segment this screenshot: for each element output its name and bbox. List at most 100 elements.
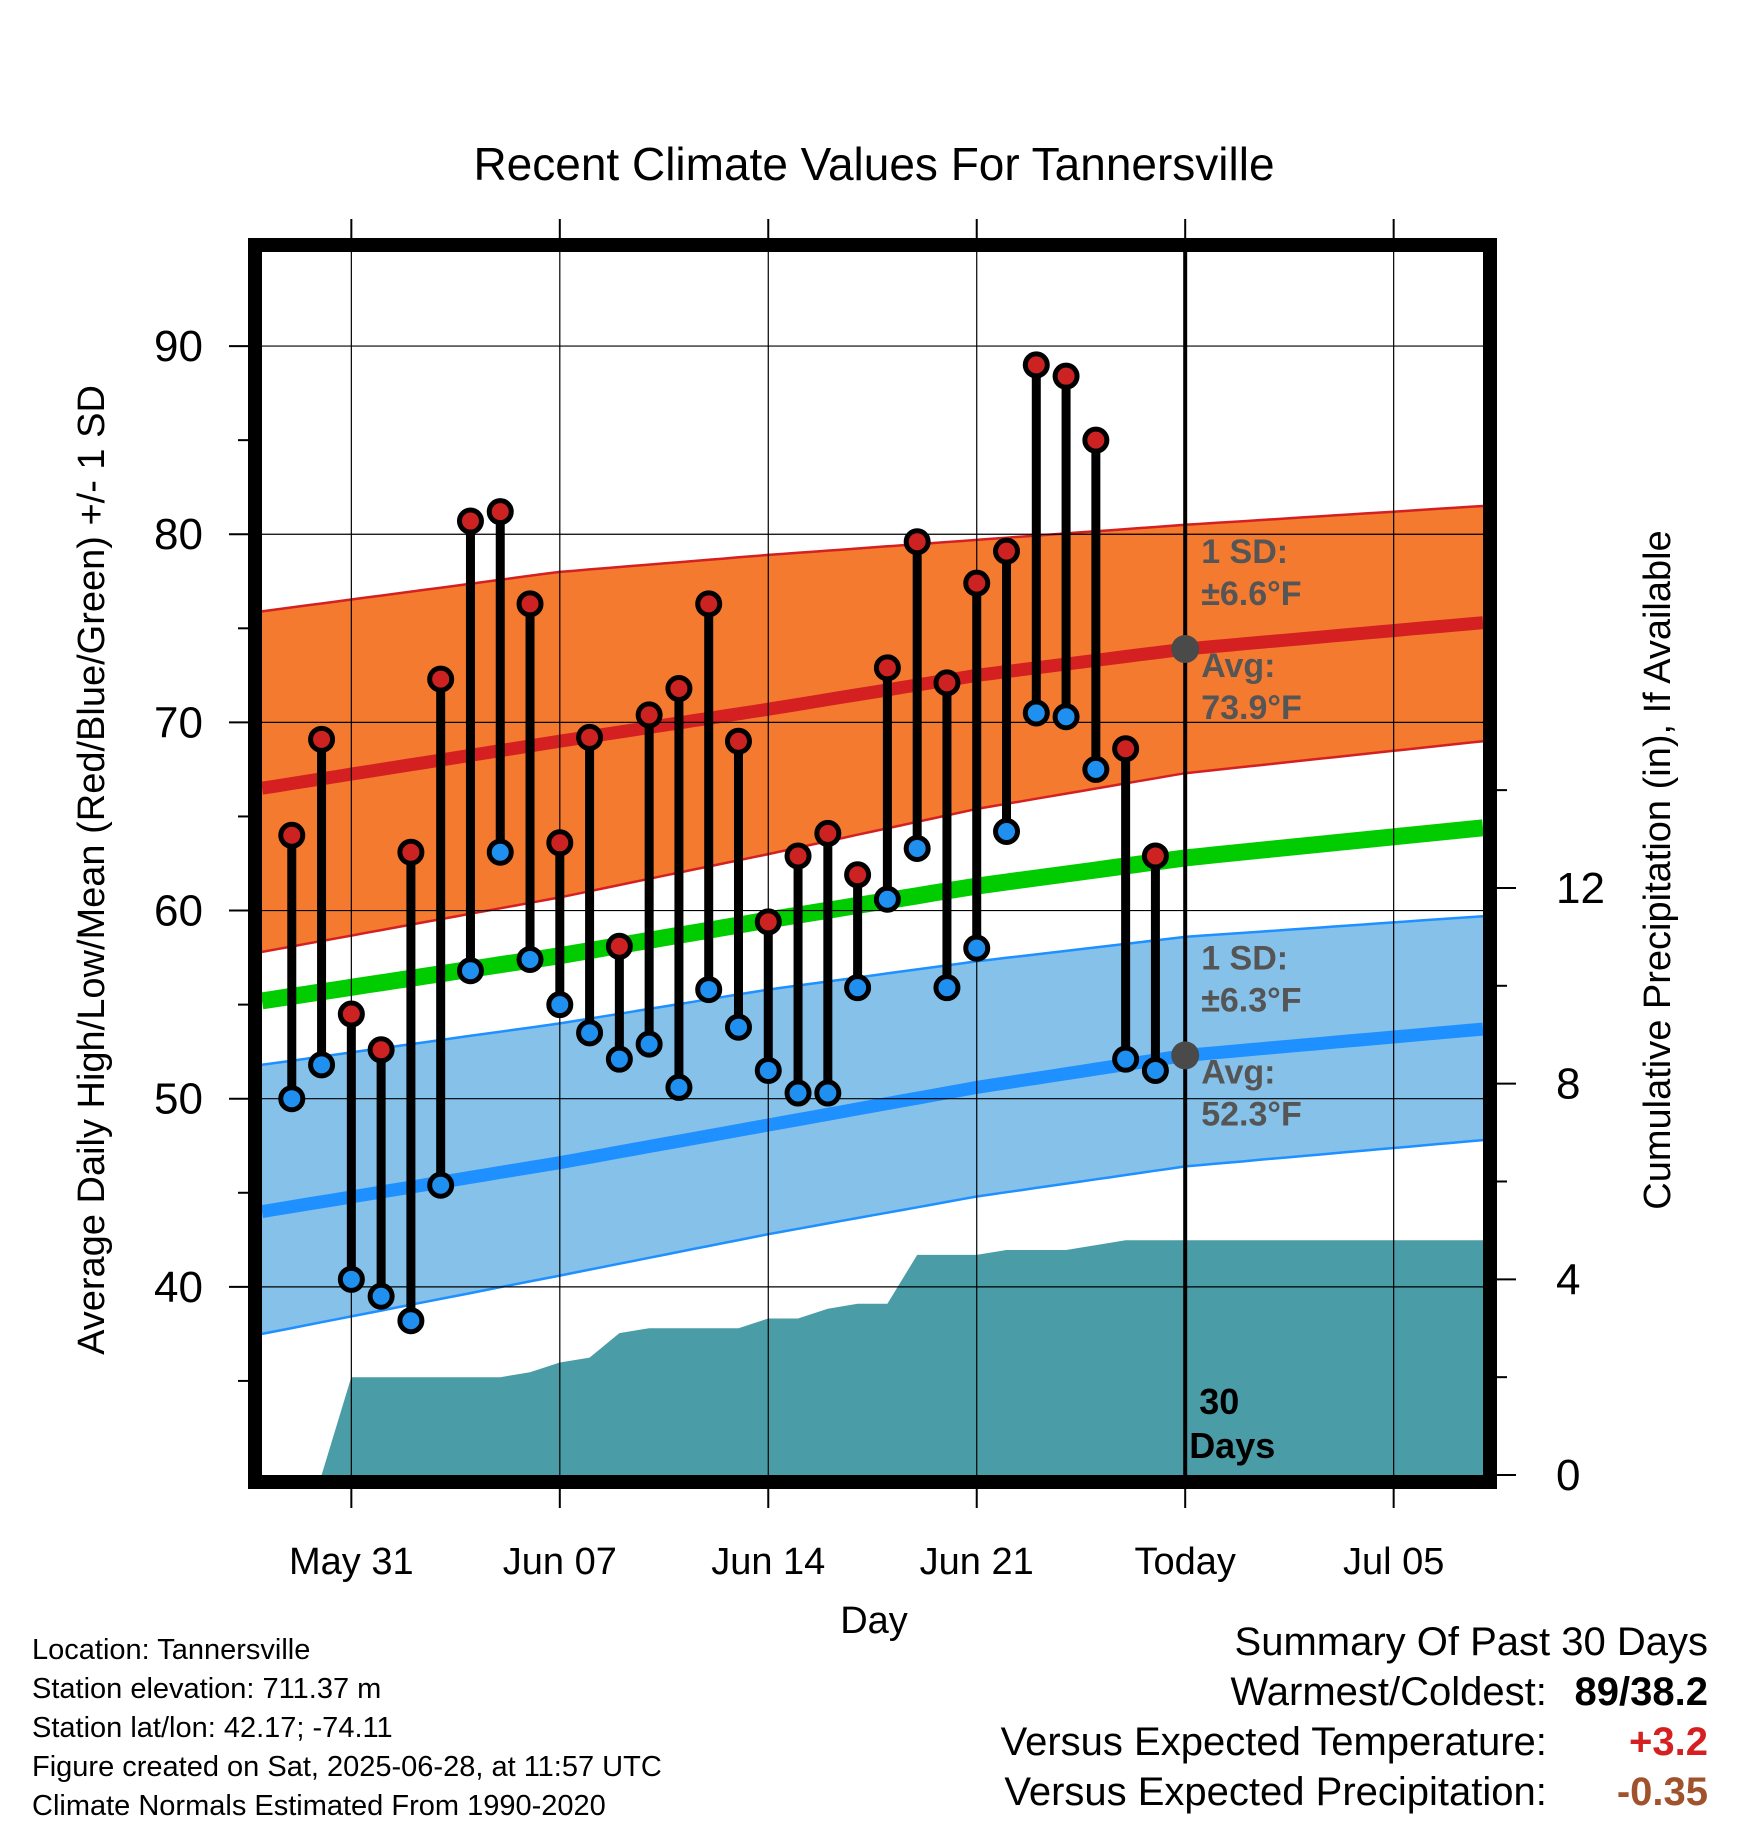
x-tick-label: Today <box>1134 1541 1235 1583</box>
high-avg-line <box>261 616 1484 795</box>
daily-low-point <box>873 885 901 913</box>
low-avg-line <box>260 1022 1484 1219</box>
high-sd-upper-line <box>261 504 1484 613</box>
high-sd-value: ±6.6°F <box>1201 575 1301 613</box>
daily-low-point <box>814 1079 842 1107</box>
daily-high-point <box>397 838 425 866</box>
high-sd-label: 1 SD: <box>1201 533 1288 571</box>
y-tick-label: 50 <box>154 1075 203 1124</box>
daily-high-point <box>724 727 752 755</box>
warmest-coldest-value: 89/38.2 <box>1574 1670 1708 1714</box>
daily-high-point <box>1112 735 1140 763</box>
daily-high-point <box>933 669 961 697</box>
low-sd-lower-line <box>261 1138 1484 1336</box>
daily-high-point <box>576 723 604 751</box>
daily-low-point <box>516 945 544 973</box>
daily-low-point <box>754 1056 782 1084</box>
temp-anomaly-label: Versus Expected Temperature: <box>1000 1720 1547 1764</box>
low-sd-value: ±6.3°F <box>1201 981 1301 1019</box>
summary-warmest-coldest: Warmest/Coldest: 89/38.2 <box>1001 1667 1709 1717</box>
daily-high-point <box>873 654 901 682</box>
daily-high-point <box>427 665 455 693</box>
y-tick-label: 90 <box>154 322 203 371</box>
low-avg-value: 52.3°F <box>1201 1095 1302 1133</box>
y-tick-label: 70 <box>154 698 203 747</box>
daily-high-point <box>1022 351 1050 379</box>
daily-low-point <box>397 1307 425 1335</box>
daily-high-point <box>367 1036 395 1064</box>
daily-high-point <box>814 819 842 847</box>
daily-high-point <box>993 537 1021 565</box>
chart-title: Recent Climate Values For Tannersville <box>473 138 1274 190</box>
daily-high-point <box>516 590 544 618</box>
y2-axis-label: Cumulative Precipitation (in), If Availa… <box>1637 530 1679 1209</box>
y2-tick-label: 4 <box>1556 1255 1580 1304</box>
daily-low-point <box>278 1085 306 1113</box>
plot-area: 1 SD: ±6.6°F Avg: 73.9°F 1 SD: ±6.3°F Avg: 52.3… <box>154 219 1605 1583</box>
daily-high-point <box>337 1000 365 1028</box>
daily-high-point <box>695 590 723 618</box>
daily-low-point <box>784 1079 812 1107</box>
x-tick-label: Jul 05 <box>1343 1541 1444 1583</box>
daily-low-point <box>308 1051 336 1079</box>
daily-low-point <box>337 1265 365 1293</box>
daily-high-point <box>844 861 872 889</box>
low-sd-upper-line <box>261 914 1484 1067</box>
daily-high-point <box>456 507 484 535</box>
latlon-text: Station lat/lon: 42.17; -74.11 <box>32 1712 393 1744</box>
created-text: Figure created on Sat, 2025-06-28, at 11… <box>32 1751 662 1783</box>
daily-low-point <box>427 1171 455 1199</box>
daily-high-point <box>278 821 306 849</box>
high-sd-lower-line <box>261 739 1484 954</box>
today-high-avg-point <box>1171 635 1200 664</box>
daily-high-point <box>1082 426 1110 454</box>
daily-high-point <box>963 569 991 597</box>
daily-low-point <box>1022 699 1050 727</box>
temp-anomaly-value: +3.2 <box>1629 1720 1708 1764</box>
y-tick-label: 40 <box>154 1263 203 1312</box>
daily-low-point <box>1112 1045 1140 1073</box>
low-sd-band <box>262 916 1483 1334</box>
daily-low-point <box>605 1045 633 1073</box>
precip-anomaly-value: -0.35 <box>1616 1770 1708 1814</box>
today-low-avg-point <box>1171 1041 1200 1070</box>
daily-low-point <box>635 1030 663 1058</box>
daily-low-point <box>1082 755 1110 783</box>
daily-high-point <box>1141 842 1169 870</box>
today-marker-label-number: 30 <box>1199 1381 1239 1422</box>
summary-panel: Summary Of Past 30 Days Warmest/Coldest:… <box>1001 1617 1708 1817</box>
summary-heading: Summary Of Past 30 Days <box>1234 1620 1708 1664</box>
x-tick-label: May 31 <box>289 1541 414 1583</box>
daily-high-point <box>903 528 931 556</box>
y-tick-label: 60 <box>154 887 203 936</box>
daily-high-point <box>635 701 663 729</box>
x-tick-label: Jun 07 <box>503 1541 617 1583</box>
plot-frame <box>248 238 1497 1489</box>
daily-low-point <box>933 974 961 1002</box>
daily-high-point <box>546 829 574 857</box>
normals-text: Climate Normals Estimated From 1990-2020 <box>32 1790 606 1822</box>
today-marker-label-unit: Days <box>1189 1425 1275 1466</box>
daily-low-point <box>844 974 872 1002</box>
daily-low-point <box>665 1073 693 1101</box>
daily-high-point <box>665 675 693 703</box>
y-axis-label: Average Daily High/Low/Mean (Red/Blue/Gr… <box>71 385 113 1355</box>
x-tick-label: Jun 21 <box>920 1541 1034 1583</box>
daily-low-point <box>546 991 574 1019</box>
location-text: Location: Tannersville <box>32 1634 311 1666</box>
summary-temperature: Versus Expected Temperature: +3.2 <box>1001 1717 1708 1767</box>
daily-low-point <box>724 1013 752 1041</box>
precip-anomaly-label: Versus Expected Precipitation: <box>1004 1770 1547 1814</box>
daily-high-point <box>1052 362 1080 390</box>
station-info: Location: Tannersville Station elevation… <box>32 1631 662 1826</box>
daily-low-point <box>456 957 484 985</box>
daily-high-point <box>784 842 812 870</box>
precipitation-area <box>262 1240 1483 1475</box>
daily-high-point <box>605 932 633 960</box>
y2-tick-label: 0 <box>1556 1451 1580 1500</box>
low-sd-label: 1 SD: <box>1201 939 1288 977</box>
daily-low-point <box>993 818 1021 846</box>
high-avg-label: Avg: <box>1201 647 1275 685</box>
daily-low-point <box>1141 1056 1169 1084</box>
